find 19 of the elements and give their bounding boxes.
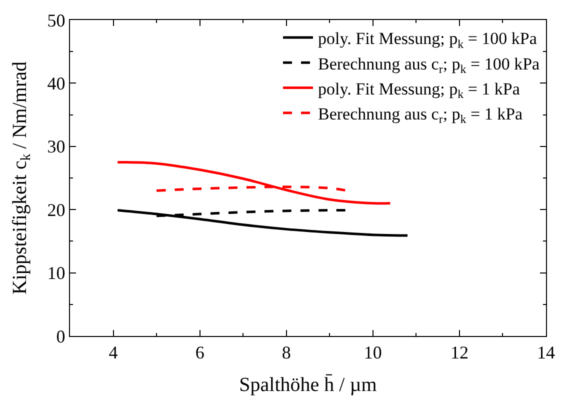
legend-label: poly. Fit Messung; p$_{k}$ = 1 kPa bbox=[318, 79, 520, 101]
line-series bbox=[116, 208, 409, 237]
x-tick-label: 4 bbox=[108, 342, 118, 363]
y-tick-label: 40 bbox=[47, 74, 66, 94]
y-tick-label: 50 bbox=[47, 10, 66, 30]
legend-label: Berechnung aus c$_{r}$; p$_{k}$ = 100 kPa bbox=[318, 54, 540, 76]
x-tick-label: 12 bbox=[450, 342, 468, 363]
y-tick-label: 0 bbox=[56, 326, 66, 346]
y-tick-label: 20 bbox=[47, 200, 66, 220]
x-tick-label: 8 bbox=[282, 342, 291, 363]
x-tick-label: 10 bbox=[364, 342, 382, 363]
legend-label: Berechnung aus c$_{r}$; p$_{k}$ = 1 kPa bbox=[318, 104, 524, 126]
line-series bbox=[116, 160, 392, 205]
x-axis-title: Spalthöhe h̄ / µm bbox=[239, 374, 378, 396]
legend-label: poly. Fit Messung; p$_{k}$ = 100 kPa bbox=[318, 29, 538, 51]
y-tick-label: 30 bbox=[47, 136, 66, 157]
y-tick-label: 10 bbox=[47, 263, 66, 284]
x-tick-label: 6 bbox=[195, 342, 204, 363]
x-tick-label: 14 bbox=[537, 342, 555, 363]
